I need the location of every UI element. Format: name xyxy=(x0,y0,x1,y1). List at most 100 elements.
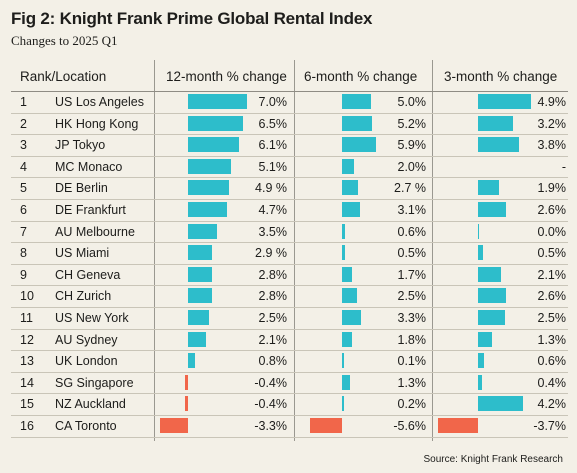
rank-cell: 2 xyxy=(20,116,27,131)
bar-m6 xyxy=(342,180,358,196)
value-label-m3: 0.4% xyxy=(537,375,567,390)
location-cell: US New York xyxy=(55,311,129,325)
value-label-m6: 3.1% xyxy=(397,203,427,217)
bar-m12 xyxy=(188,288,212,304)
bar-m12 xyxy=(188,94,247,109)
value-label-m6: 0.1% xyxy=(397,354,427,369)
bar-m3 xyxy=(478,374,483,390)
value-label-m12: 2.9 % xyxy=(255,246,287,261)
location-cell: US Los Angeles xyxy=(55,95,144,109)
bar-m6 xyxy=(342,223,346,239)
value-label-m12: 3.5% xyxy=(258,224,288,239)
rank-cell: 4 xyxy=(20,159,27,174)
location-cell: NZ Auckland xyxy=(55,397,126,412)
value-label-m3: - xyxy=(561,159,566,174)
value-label-m6: 2.5% xyxy=(397,289,427,304)
value-label-m3: 0.5% xyxy=(537,246,567,261)
row-rule xyxy=(11,263,568,265)
header-6-month: 6-month % change xyxy=(304,69,418,84)
value-label-m12: 6.1% xyxy=(258,138,288,153)
bar-m12 xyxy=(188,137,240,153)
bar-m3 xyxy=(478,245,484,261)
location-cell: US Miami xyxy=(55,246,110,261)
value-label-m12: -0.4% xyxy=(254,397,287,412)
column-divider-6m xyxy=(294,60,295,441)
value-label-m6: 5.9% xyxy=(397,138,427,153)
value-label-m3: 3.8% xyxy=(537,138,567,153)
value-label-m12: 6.5% xyxy=(258,116,288,131)
bar-m12 xyxy=(188,310,209,325)
location-cell: JP Tokyo xyxy=(55,138,106,153)
header-rank-location: Rank/Location xyxy=(20,69,107,84)
column-divider-12m xyxy=(154,60,155,441)
value-label-m3: 2.6% xyxy=(537,289,567,304)
bar-m6 xyxy=(342,266,352,282)
bar-m3 xyxy=(478,223,479,239)
rank-cell: 14 xyxy=(20,375,34,390)
location-cell: CH Geneva xyxy=(55,267,121,282)
row-rule xyxy=(11,436,568,438)
value-label-m6: 1.8% xyxy=(397,332,427,347)
row-rule xyxy=(11,350,568,352)
bar-m6 xyxy=(342,353,344,369)
value-label-m12: -3.3% xyxy=(254,419,287,433)
value-label-m3: 2.6% xyxy=(537,203,567,217)
rank-cell: 1 xyxy=(20,95,27,109)
value-label-m6: 5.2% xyxy=(397,116,427,131)
bar-m6 xyxy=(309,418,342,433)
rank-cell: 13 xyxy=(20,354,34,369)
row-rule xyxy=(11,307,568,308)
bar-m12 xyxy=(160,418,188,433)
row-rule xyxy=(11,285,568,287)
value-label-m12: 4.9 % xyxy=(255,181,287,196)
value-label-m12: 2.8% xyxy=(258,289,288,304)
value-label-m12: 5.1% xyxy=(258,159,288,174)
bar-m12 xyxy=(188,180,230,196)
rank-cell: 16 xyxy=(20,419,34,433)
value-label-m6: 0.5% xyxy=(397,246,427,261)
chart-subtitle: Changes to 2025 Q1 xyxy=(11,33,118,48)
bar-m6 xyxy=(342,288,357,304)
bar-m6 xyxy=(342,137,377,153)
value-label-m6: 2.7 % xyxy=(394,181,426,196)
value-label-m6: 3.3% xyxy=(397,311,427,325)
row-rule xyxy=(11,112,568,114)
location-cell: CA Toronto xyxy=(55,419,117,433)
row-rule xyxy=(11,134,568,136)
value-label-m12: -0.4% xyxy=(254,375,287,390)
value-label-m3: 0.0% xyxy=(537,224,567,239)
value-label-m12: 7.0% xyxy=(258,95,288,109)
bar-m3 xyxy=(438,418,478,433)
value-label-m12: 2.8% xyxy=(258,267,288,282)
bar-m12 xyxy=(188,223,218,239)
value-label-m6: 1.7% xyxy=(397,267,427,282)
value-label-m3: 4.2% xyxy=(537,397,567,412)
rank-cell: 11 xyxy=(20,311,33,325)
location-cell: AU Sydney xyxy=(55,332,118,347)
bar-m3 xyxy=(478,396,524,412)
row-rule xyxy=(11,328,568,330)
bar-m12 xyxy=(184,396,188,412)
bar-m12 xyxy=(188,158,231,174)
row-rule xyxy=(11,393,568,395)
value-label-m12: 2.1% xyxy=(258,332,288,347)
bar-m3 xyxy=(478,288,507,304)
header-12-month: 12-month % change xyxy=(166,69,287,84)
value-label-m3: -3.7% xyxy=(533,419,566,433)
value-label-m12: 4.7% xyxy=(258,203,288,217)
location-cell: AU Melbourne xyxy=(55,224,135,239)
bar-m3 xyxy=(478,310,505,325)
location-cell: HK Hong Kong xyxy=(55,116,139,131)
value-label-m3: 1.3% xyxy=(537,332,567,347)
location-cell: CH Zurich xyxy=(55,289,112,304)
column-divider-3m xyxy=(432,60,433,441)
bar-m6 xyxy=(342,94,371,109)
location-cell: DE Frankfurt xyxy=(55,203,126,217)
row-rule xyxy=(11,177,568,179)
bar-m6 xyxy=(342,245,345,261)
value-label-m3: 0.6% xyxy=(537,354,567,369)
rank-cell: 15 xyxy=(20,397,34,412)
rank-cell: 7 xyxy=(20,224,27,239)
value-label-m3: 2.5% xyxy=(537,311,567,325)
value-label-m6: 0.2% xyxy=(397,397,427,412)
